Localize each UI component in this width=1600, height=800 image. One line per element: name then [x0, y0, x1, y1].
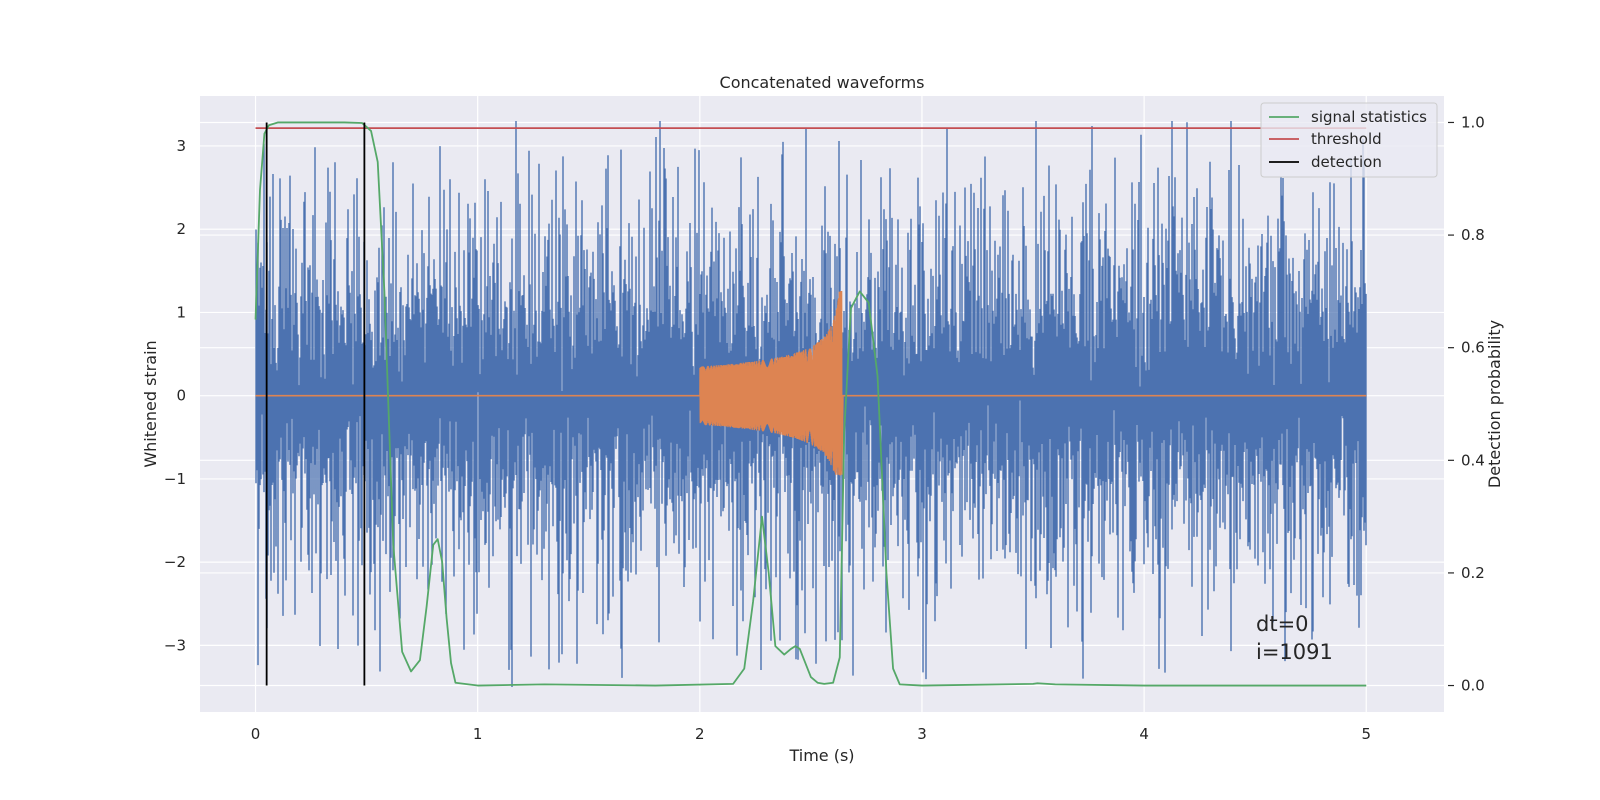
x-axis-label: Time (s) [788, 746, 854, 765]
legend-label-detection: detection [1311, 153, 1382, 171]
x-tick-label: 1 [473, 725, 483, 743]
y2-tick-label: 0.2 [1461, 564, 1485, 582]
y-tick-label: 1 [176, 303, 186, 321]
template-chirp [699, 291, 844, 476]
y-tick-label: −1 [164, 470, 186, 488]
axes: 0 1 2 3 4 5 −3 −2 −1 0 1 2 3 0.0 0.2 0.4 0.6 0.8 1.0 [164, 113, 1485, 743]
y2-axis-label: Detection probability [1485, 320, 1504, 488]
x-tick-label: 0 [251, 725, 261, 743]
x-tick-label: 4 [1139, 725, 1149, 743]
legend-label-signal-statistics: signal statistics [1311, 108, 1427, 126]
x-tick-label: 3 [917, 725, 927, 743]
x-tick-label: 2 [695, 725, 705, 743]
chart-title: Concatenated waveforms [720, 73, 925, 92]
legend-label-threshold: threshold [1311, 130, 1382, 148]
signal-statistics-series [254, 121, 1367, 687]
y2-tick-label: 0.4 [1461, 451, 1485, 469]
y2-tick-label: 0.8 [1461, 226, 1485, 244]
y-tick-label: 0 [176, 387, 186, 405]
x-tick-label: 5 [1361, 725, 1371, 743]
y-tick-label: 2 [176, 220, 186, 238]
y-tick-label: −3 [164, 636, 186, 654]
annotation-dt: dt=0 [1256, 612, 1309, 636]
y2-tick-label: 1.0 [1461, 113, 1485, 131]
y2-tick-label: 0.0 [1461, 677, 1485, 695]
legend: signal statistics threshold detection [1260, 102, 1438, 178]
annotation-index: i=1091 [1256, 640, 1333, 664]
y-axis-label: Whitened strain [141, 340, 160, 467]
y2-tick-label: 0.6 [1461, 339, 1485, 357]
y-tick-label: 3 [176, 137, 186, 155]
data-layer [254, 121, 1367, 687]
legend-box [1260, 102, 1438, 178]
y-tick-label: −2 [164, 553, 186, 571]
